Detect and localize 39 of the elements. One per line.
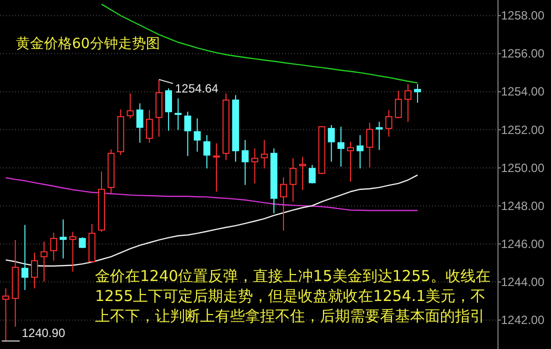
candlestick xyxy=(174,98,182,130)
candlestick xyxy=(232,94,240,162)
candlestick xyxy=(251,148,258,184)
annotation: 金价在1240位置反弹，直接上冲15美金到达1255。收线在1255上下可定后期走势，但是收盘就收在1254.1美元，不上不下，让判断上有些拿捏不住，后期需要看基本面的指引 xyxy=(95,266,492,326)
candlestick xyxy=(404,84,412,122)
candlestick xyxy=(356,134,364,169)
candlestick xyxy=(60,218,67,259)
y-tick-label: 1246.00 xyxy=(501,236,545,251)
text: 黄金价格60分钟走势图 xyxy=(16,36,160,52)
y-tick-label: 1256.00 xyxy=(501,46,545,61)
candlestick xyxy=(290,158,297,202)
candlestick xyxy=(414,84,422,104)
candlestick xyxy=(260,140,268,169)
candlestick xyxy=(270,148,278,214)
line-series xyxy=(5,177,418,212)
candlestick xyxy=(21,224,28,291)
candlestick xyxy=(242,140,249,186)
candlestick xyxy=(31,252,38,289)
candlestick xyxy=(156,79,162,138)
y-tick-label: 1244.00 xyxy=(501,275,545,290)
candlestick xyxy=(337,126,344,168)
y-tick-label: 1252.00 xyxy=(501,122,545,137)
y-tick-label: 1258.00 xyxy=(501,8,545,23)
annotation: 1240.90 xyxy=(22,326,66,340)
y-tick-label: 1254.00 xyxy=(501,84,545,99)
candlestick xyxy=(203,134,210,169)
y-tick-label: 1250.00 xyxy=(501,160,545,175)
candlestick xyxy=(2,288,10,342)
candlestick xyxy=(212,142,220,192)
candlestick xyxy=(50,232,58,262)
y-tick-label: 1248.00 xyxy=(501,198,545,213)
candlestick xyxy=(40,241,48,282)
annotation: 1254.64 xyxy=(174,82,219,96)
y-tick-label: 1242.00 xyxy=(501,313,545,328)
candlestick xyxy=(280,176,287,232)
candlestick xyxy=(299,156,306,191)
candlestick xyxy=(12,239,19,328)
candlestick xyxy=(194,118,201,152)
candlestick xyxy=(366,122,374,168)
